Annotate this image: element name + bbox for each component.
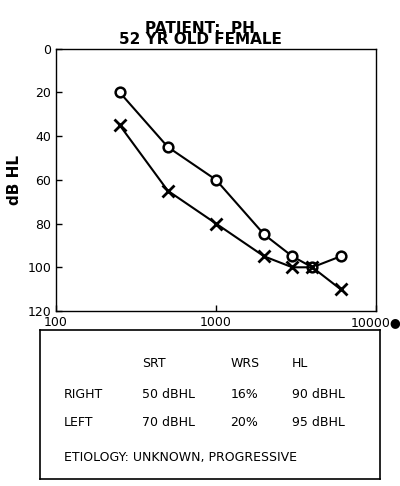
- Text: RIGHT: RIGHT: [64, 388, 103, 401]
- Text: 95 dBHL: 95 dBHL: [292, 416, 344, 429]
- Text: HL: HL: [292, 357, 308, 369]
- Text: SRT: SRT: [142, 357, 166, 369]
- Text: PATIENT:  PH: PATIENT: PH: [145, 21, 255, 35]
- Text: 52 YR OLD FEMALE: 52 YR OLD FEMALE: [118, 33, 282, 47]
- Text: 90 dBHL: 90 dBHL: [292, 388, 344, 401]
- X-axis label: FREQUENCY (Hz): FREQUENCY (Hz): [150, 334, 282, 348]
- Y-axis label: dB HL: dB HL: [7, 155, 22, 205]
- Text: 20%: 20%: [230, 416, 258, 429]
- Text: 50 dBHL: 50 dBHL: [142, 388, 195, 401]
- Text: ETIOLOGY: UNKNOWN, PROGRESSIVE: ETIOLOGY: UNKNOWN, PROGRESSIVE: [64, 451, 297, 465]
- Text: 16%: 16%: [230, 388, 258, 401]
- Text: LEFT: LEFT: [64, 416, 93, 429]
- Text: WRS: WRS: [230, 357, 260, 369]
- Text: 70 dBHL: 70 dBHL: [142, 416, 195, 429]
